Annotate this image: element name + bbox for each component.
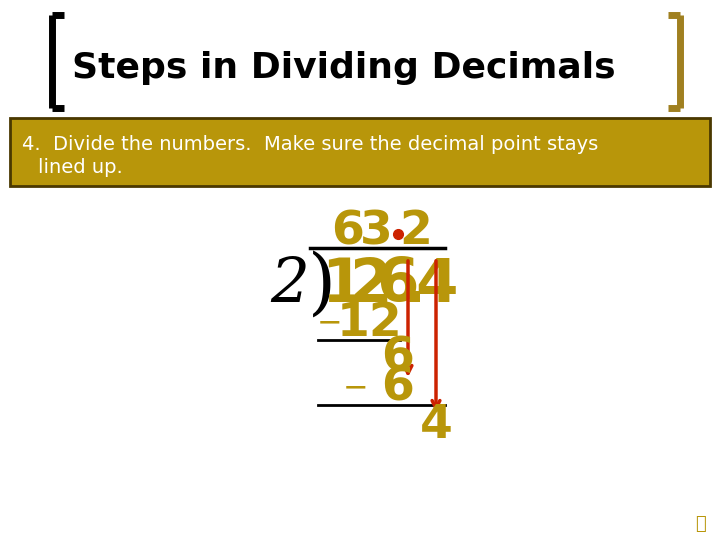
Text: ): ) bbox=[308, 249, 336, 320]
Text: 4: 4 bbox=[420, 402, 452, 448]
Text: 2: 2 bbox=[400, 210, 433, 254]
Text: 2: 2 bbox=[348, 255, 391, 314]
Text: Steps in Dividing Decimals: Steps in Dividing Decimals bbox=[72, 51, 616, 85]
Text: 6: 6 bbox=[382, 366, 415, 410]
Text: −: − bbox=[342, 374, 368, 402]
Text: 6: 6 bbox=[332, 210, 364, 254]
Text: 6: 6 bbox=[382, 335, 415, 381]
Text: 3: 3 bbox=[359, 210, 392, 254]
Text: 6: 6 bbox=[377, 255, 419, 314]
Text: 2: 2 bbox=[271, 255, 310, 315]
Text: 🔈: 🔈 bbox=[695, 515, 706, 533]
Text: 1: 1 bbox=[320, 255, 364, 314]
Text: 4: 4 bbox=[415, 255, 457, 314]
Text: 4.  Divide the numbers.  Make sure the decimal point stays: 4. Divide the numbers. Make sure the dec… bbox=[22, 135, 598, 154]
Text: lined up.: lined up. bbox=[38, 158, 122, 177]
Text: 12: 12 bbox=[337, 300, 403, 346]
Text: .: . bbox=[402, 255, 426, 314]
Bar bbox=[10, 118, 710, 186]
Text: −: − bbox=[318, 308, 343, 338]
